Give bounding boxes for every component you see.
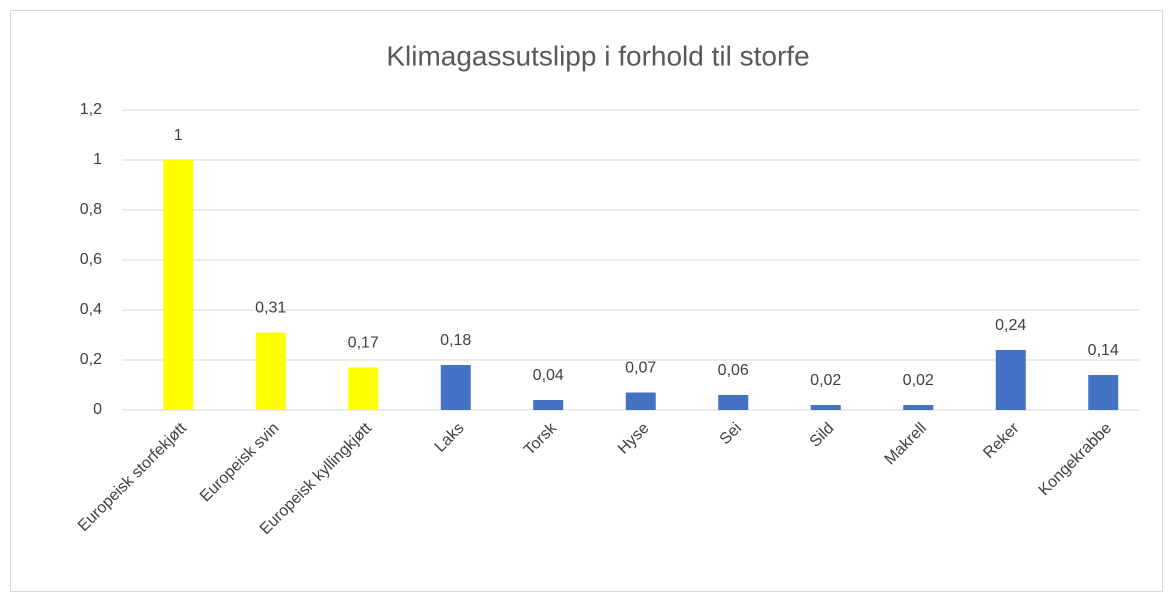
bar [718, 395, 749, 410]
y-tick-label: 1 [93, 151, 102, 168]
data-label: 0,07 [625, 360, 656, 377]
data-label: 0,06 [718, 362, 749, 379]
y-tick-label: 0,6 [80, 251, 102, 268]
bar [163, 160, 194, 410]
data-label: 0,02 [810, 372, 841, 389]
data-label: 0,04 [533, 367, 564, 384]
chart-title: Klimagassutslipp i forhold til storfe [386, 40, 809, 71]
data-label: 1 [174, 127, 183, 144]
bar [255, 332, 286, 410]
bar [440, 365, 471, 410]
y-tick-label: 0 [93, 401, 102, 418]
data-label: 0,31 [255, 300, 286, 317]
data-label: 0,14 [1088, 342, 1119, 359]
chart-border [10, 10, 1163, 592]
bar [625, 392, 656, 410]
y-tick-label: 1,2 [80, 101, 102, 118]
y-tick-label: 0,4 [80, 301, 102, 318]
bar [810, 405, 841, 410]
data-label: 0,18 [440, 332, 471, 349]
bar [995, 350, 1026, 410]
bar [1088, 375, 1119, 410]
data-label: 0,24 [995, 317, 1026, 334]
bar [348, 367, 379, 410]
y-tick-label: 0,8 [80, 201, 102, 218]
bar [903, 405, 934, 410]
bar [533, 400, 564, 410]
data-label: 0,02 [903, 372, 934, 389]
data-label: 0,17 [348, 335, 379, 352]
y-tick-label: 0,2 [80, 351, 102, 368]
